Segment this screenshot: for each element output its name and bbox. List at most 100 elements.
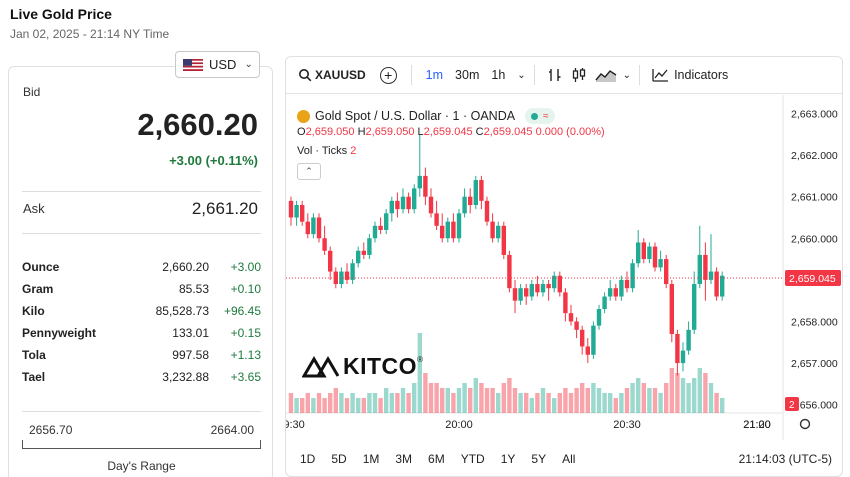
candle-body — [389, 200, 394, 214]
interval-1m[interactable]: 1m — [425, 68, 444, 82]
low-value: 2,659.045 — [423, 126, 473, 138]
candle-body — [563, 292, 568, 314]
volume-bar — [367, 393, 372, 413]
candles-style-icon[interactable] — [571, 57, 587, 94]
range-1d[interactable]: 1D — [300, 452, 316, 466]
y-tick-label: 2,660.000 — [791, 233, 838, 245]
volume-bar — [479, 383, 484, 413]
volume-bar — [434, 383, 439, 413]
symbol-label: XAUUSD — [315, 68, 366, 82]
range-1m[interactable]: 1M — [362, 452, 380, 466]
candle-body — [468, 196, 473, 205]
volume-bar — [288, 393, 294, 413]
volume-bar — [344, 398, 350, 413]
market-status-badge[interactable]: ≈ — [525, 108, 555, 124]
candle-body — [636, 242, 641, 264]
unit-row-kilo: Kilo 85,528.73 +96.45 — [22, 300, 261, 322]
candle-body — [496, 225, 501, 239]
volume-bar — [647, 388, 652, 413]
range-5d[interactable]: 5D — [331, 452, 347, 466]
volume-bar — [568, 393, 574, 413]
candle-body — [507, 254, 512, 289]
chevron-down-icon: ⌄ — [244, 59, 253, 70]
candle-body — [473, 180, 478, 205]
volume-bar — [507, 378, 512, 413]
candle-body — [518, 288, 523, 301]
candle-body — [501, 225, 506, 255]
clock-timestamp[interactable]: 21:14:03 (UTC-5) — [738, 452, 832, 466]
candle-body — [484, 200, 490, 222]
candle-body — [540, 284, 546, 293]
volume-value: 2 — [350, 145, 357, 157]
volume-bar — [658, 393, 663, 413]
volume-bar — [423, 373, 428, 413]
volume-bar — [613, 398, 618, 413]
range-1y[interactable]: 1Y — [500, 452, 516, 466]
indicators-button[interactable]: Indicators — [652, 57, 728, 94]
volume-bar — [546, 393, 551, 413]
symbol-search[interactable]: XAUUSD — [298, 57, 366, 94]
candle-body — [535, 284, 540, 293]
volume-bar — [316, 393, 322, 413]
ohlc-legend: O2,659.050 H2,659.050 L2,659.045 C2,659.… — [297, 126, 605, 138]
candle-body — [361, 250, 366, 255]
series-name: Gold Spot / U.S. Dollar · 1 · OANDA — [315, 109, 516, 123]
candle-body — [344, 271, 350, 280]
series-legend: Gold Spot / U.S. Dollar · 1 · OANDA ≈ — [297, 108, 555, 124]
interval-1h[interactable]: 1h — [491, 68, 506, 82]
unit-change: +0.10 — [230, 282, 261, 296]
unit-price: 133.01 — [172, 326, 209, 340]
candlestick-chart[interactable]: 2,663.000 2,662.000 2,661.000 2,660.000 2,65… — [286, 95, 843, 440]
page-title: Live Gold Price — [10, 6, 112, 22]
candle-body — [400, 196, 406, 210]
volume-bar — [563, 388, 568, 413]
candle-body — [619, 279, 624, 297]
unit-price: 997.58 — [172, 348, 209, 362]
y-tick-label: 2,661.000 — [791, 192, 838, 204]
volume-bar — [456, 388, 462, 413]
candle-body — [328, 250, 333, 272]
unit-row-tael: Tael 3,232.88 +3.65 — [22, 366, 261, 388]
volume-bar — [428, 383, 434, 413]
candle-body — [552, 275, 557, 289]
candle-body — [512, 288, 518, 301]
currency-select[interactable]: USD ⌄ — [175, 51, 260, 78]
chevron-down-icon[interactable]: ⌄ — [517, 69, 526, 81]
collapse-legend-button[interactable]: ⌃ — [297, 163, 321, 180]
bid-value: 2,660.20 — [137, 107, 258, 142]
x-tick-label: 20:30 — [613, 419, 641, 431]
volume-bar — [619, 393, 624, 413]
ask-label: Ask — [23, 201, 45, 216]
x-tick-label: 20:00 — [445, 419, 473, 431]
candle-body — [568, 313, 574, 322]
interval-30m[interactable]: 30m — [455, 68, 480, 82]
range-ytd[interactable]: YTD — [460, 452, 485, 466]
volume-bar — [540, 388, 546, 413]
low-label: L — [417, 126, 424, 138]
candle-body — [311, 217, 316, 235]
volume-bar — [708, 383, 714, 413]
chevron-down-icon[interactable]: ⌄ — [622, 69, 632, 81]
volume-bar — [591, 383, 596, 413]
area-style-icon[interactable] — [595, 57, 617, 94]
candle-body — [630, 263, 635, 289]
compare-plus-icon[interactable]: + — [379, 66, 397, 84]
unit-change: +0.15 — [230, 326, 261, 340]
range-6m[interactable]: 6M — [428, 452, 445, 466]
range-5y[interactable]: 5Y — [531, 452, 547, 466]
unit-price: 85.53 — [178, 282, 209, 296]
registered-icon: ® — [417, 355, 423, 364]
volume-bar — [378, 398, 383, 413]
candle-body — [652, 246, 658, 268]
volume-bar — [624, 388, 630, 413]
range-label: Day's Range — [107, 459, 176, 473]
volume-bar — [697, 368, 702, 413]
range-3m[interactable]: 3M — [395, 452, 413, 466]
unit-name: Gram — [22, 282, 54, 296]
settings-gear-icon[interactable] — [799, 418, 811, 430]
volume-bar — [417, 333, 422, 413]
y-tick-label: 2,662.000 — [791, 150, 838, 162]
range-all[interactable]: All — [562, 452, 576, 466]
volume-bar — [518, 393, 523, 413]
bars-style-icon[interactable] — [547, 57, 563, 94]
